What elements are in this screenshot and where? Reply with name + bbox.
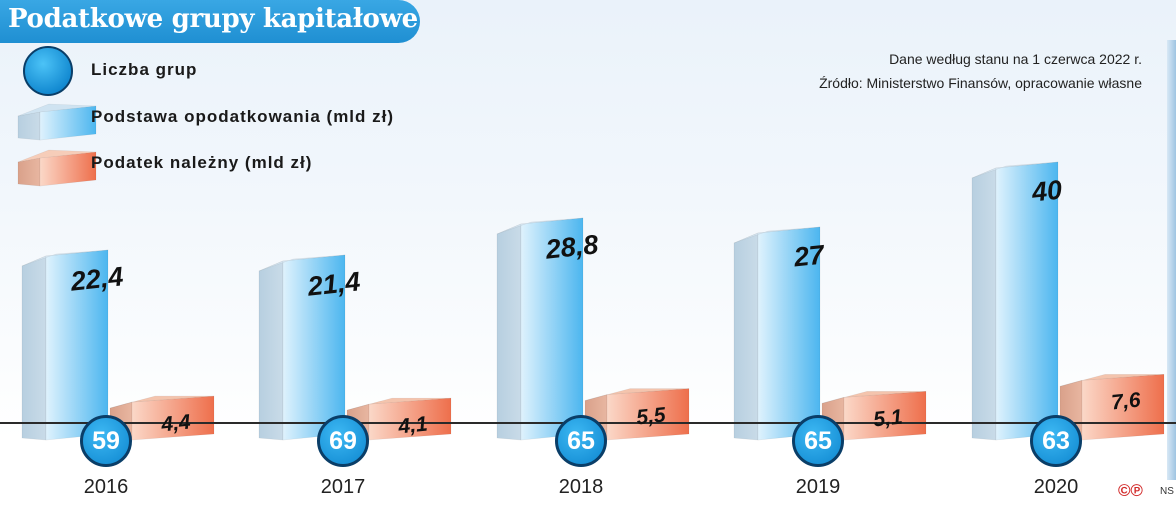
tax-box-2020-top — [1059, 374, 1165, 387]
right-frame — [1167, 40, 1176, 480]
base-bar-2020-top — [971, 161, 1059, 179]
author-initials: NS — [1160, 486, 1174, 497]
tax-box-2016-front — [131, 395, 215, 441]
legend-swatch-base-side — [17, 111, 41, 141]
group-count-marker: 65 — [792, 415, 844, 467]
base-bar-2018 — [496, 217, 584, 441]
note-date: Dane według stanu na 1 czerwca 2022 r. — [889, 51, 1142, 67]
legend-swatch-groups — [23, 46, 73, 96]
group-count-marker: 69 — [317, 415, 369, 467]
base-bar-2017 — [258, 254, 346, 441]
tax-box-2019-top — [821, 391, 927, 404]
base-bar-2018-side — [496, 223, 522, 441]
tax-box-2018-front — [606, 388, 690, 441]
year-tick-label: 2020 — [1033, 476, 1079, 498]
tax-box-2016-top — [109, 395, 215, 409]
base-bar-2020 — [971, 161, 1059, 441]
legend-swatch-base-top — [17, 103, 97, 117]
tax-box-2017-top — [346, 397, 452, 411]
base-bar-2016 — [21, 249, 109, 441]
base-bar-2020-side — [971, 167, 997, 441]
base-bar-2019-side — [733, 232, 759, 441]
tax-box-2019-front — [843, 390, 927, 441]
tax-box-2016 — [109, 395, 215, 441]
year-tick-label: 2016 — [83, 476, 129, 498]
year-tick-label: 2017 — [320, 476, 366, 498]
legend-swatch-tax-top — [17, 149, 97, 163]
base-bar-2017-side — [258, 260, 284, 441]
group-count-marker: 63 — [1030, 415, 1082, 467]
chart-title: Podatkowe grupy kapitałowe — [8, 4, 418, 34]
title-bar: Podatkowe grupy kapitałowe — [0, 0, 420, 43]
legend-swatch-base-front — [39, 105, 97, 141]
base-bar-2019-top — [733, 226, 821, 244]
base-bar-2017-top — [258, 254, 346, 272]
year-tick-label: 2019 — [795, 476, 841, 498]
publisher-logo: ©℗ — [1118, 481, 1144, 500]
legend-label-groups: Liczba grup — [91, 60, 198, 79]
legend-swatch-tax — [17, 149, 97, 187]
year-tick-label: 2018 — [558, 476, 604, 498]
legend-label-base: Podstawa opodatkowania (mld zł) — [91, 107, 395, 126]
tax-box-2018-top — [584, 388, 690, 401]
note-source: Źródło: Ministerstwo Finansów, opracowan… — [819, 75, 1142, 91]
legend-swatch-base — [17, 103, 97, 141]
legend-label-tax: Podatek należny (mld zł) — [91, 153, 313, 172]
base-bar-2016-top — [21, 249, 109, 267]
group-count-marker: 65 — [555, 415, 607, 467]
base-bar-2018-top — [496, 217, 584, 235]
group-count-marker: 59 — [80, 415, 132, 467]
base-bar-2016-side — [21, 255, 47, 441]
legend-swatch-tax-front — [39, 151, 97, 187]
legend-swatch-tax-side — [17, 157, 41, 187]
